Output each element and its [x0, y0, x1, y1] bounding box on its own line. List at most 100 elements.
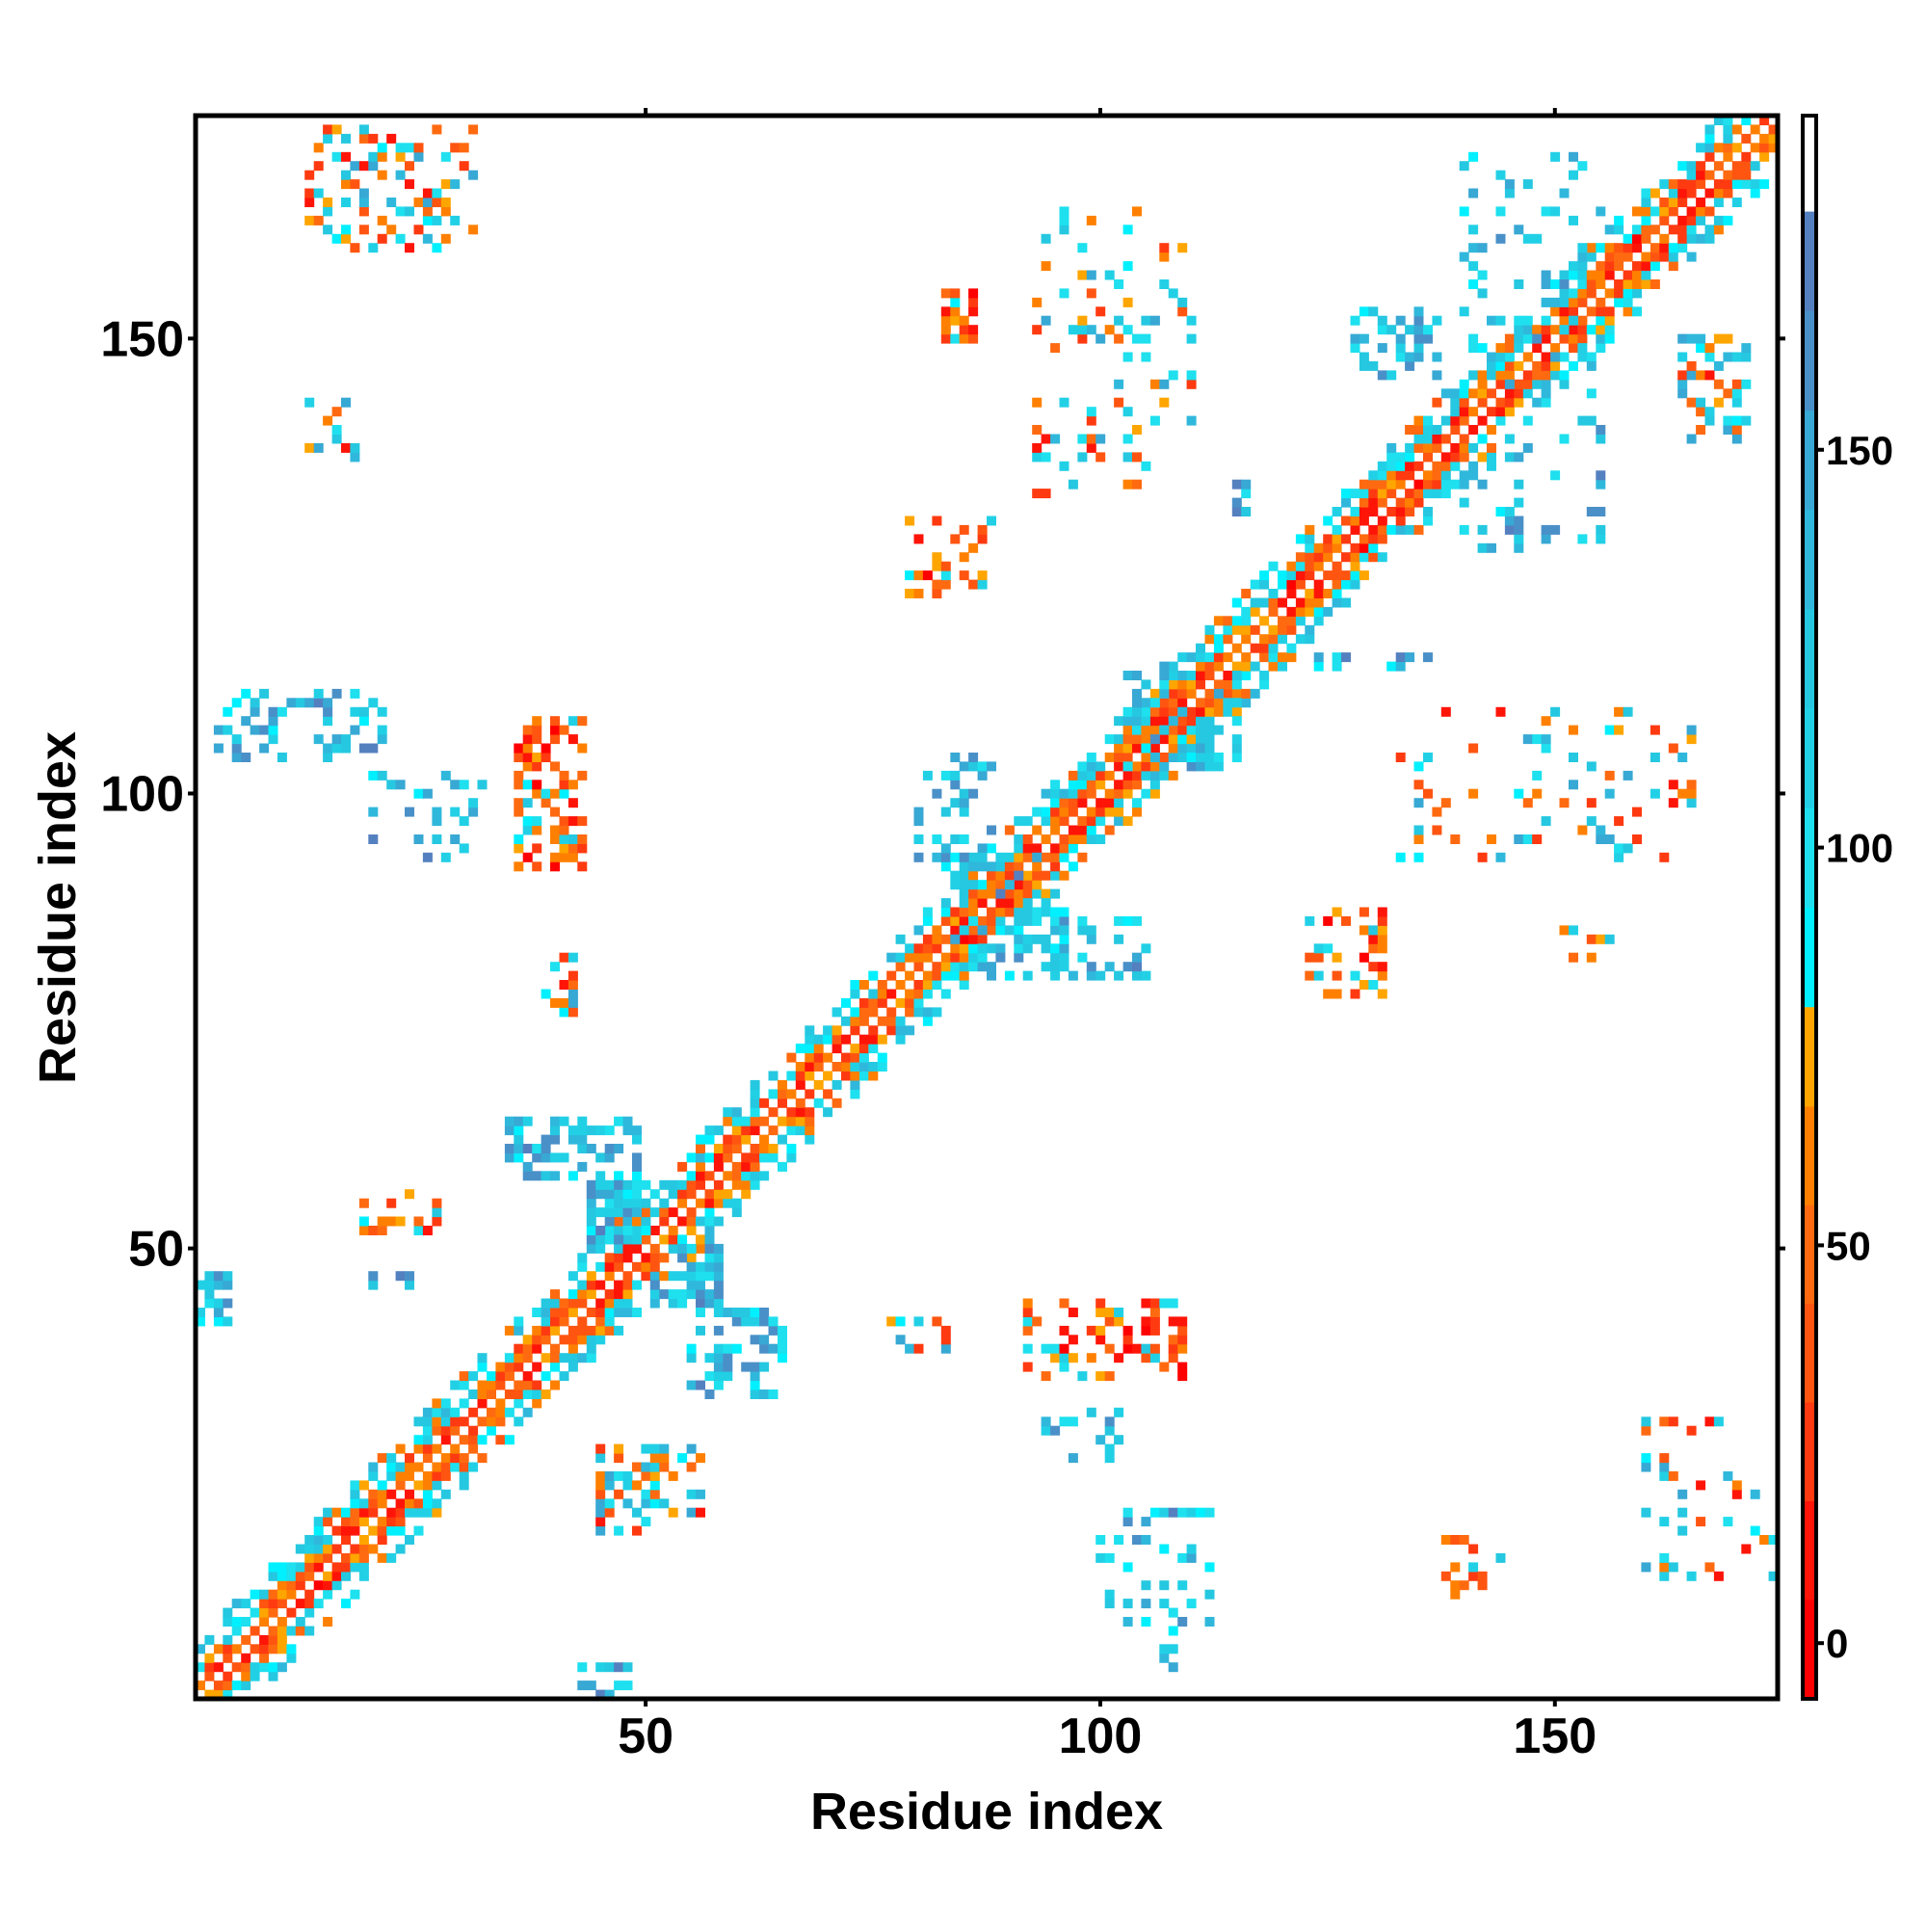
heatmap-cell: [768, 1343, 779, 1354]
heatmap-cell: [1604, 934, 1615, 944]
heatmap-cell: [1577, 243, 1588, 253]
heatmap-cell: [432, 215, 442, 225]
heatmap-cell: [1713, 143, 1724, 153]
heatmap-cell: [1268, 652, 1279, 663]
heatmap-cell: [1368, 489, 1379, 499]
heatmap-cell: [632, 1243, 642, 1254]
heatmap-cell: [895, 980, 906, 990]
heatmap-cell: [1504, 188, 1515, 198]
heatmap-cell: [632, 1161, 642, 1172]
heatmap-cell: [231, 734, 242, 745]
heatmap-cell: [386, 1552, 397, 1563]
heatmap-cell: [405, 243, 414, 253]
heatmap-cell: [541, 1171, 551, 1181]
heatmap-cell: [1122, 479, 1133, 490]
heatmap-cell: [1359, 534, 1369, 544]
heatmap-cell: [395, 1544, 406, 1554]
heatmap-cell: [1623, 297, 1633, 307]
heatmap-cell: [959, 870, 969, 881]
heatmap-cell: [450, 1416, 461, 1427]
heatmap-cell: [968, 907, 979, 917]
heatmap-cell: [1359, 980, 1369, 990]
heatmap-cell: [959, 524, 969, 535]
heatmap-cell: [1686, 360, 1697, 371]
heatmap-cell: [1050, 915, 1061, 926]
heatmap-cell: [1495, 706, 1506, 717]
heatmap-cell: [1741, 133, 1752, 144]
heatmap-cell: [223, 1653, 233, 1663]
heatmap-cell: [1704, 343, 1715, 354]
heatmap-cell: [1059, 1416, 1069, 1427]
heatmap-cell: [550, 1308, 560, 1317]
heatmap-cell: [377, 1216, 387, 1227]
heatmap-cell: [604, 1234, 615, 1245]
heatmap-cell: [1004, 825, 1015, 835]
heatmap-cell: [295, 1544, 305, 1554]
heatmap-cell: [304, 1571, 315, 1581]
heatmap-cell: [304, 1544, 315, 1554]
heatmap-cell: [196, 1316, 205, 1327]
heatmap-cell: [968, 325, 979, 335]
heatmap-cell: [559, 1353, 569, 1363]
heatmap-cell: [331, 734, 342, 745]
heatmap-cell: [1059, 907, 1069, 917]
heatmap-cell: [1731, 379, 1742, 389]
heatmap-cell: [331, 1571, 342, 1581]
heatmap-cell: [704, 1207, 715, 1218]
heatmap-cell: [1614, 225, 1624, 235]
heatmap-cell: [1713, 188, 1724, 198]
heatmap-cell: [1132, 479, 1142, 490]
heatmap-cell: [641, 1517, 651, 1527]
heatmap-cell: [350, 1562, 360, 1573]
heatmap-cell: [1086, 442, 1096, 453]
heatmap-cell: [1586, 352, 1597, 362]
heatmap-cell: [1132, 734, 1142, 745]
heatmap-cell: [659, 1443, 670, 1454]
heatmap-cell: [649, 1480, 660, 1491]
heatmap-cell: [604, 1316, 615, 1327]
heatmap-cell: [1250, 661, 1260, 672]
heatmap-cell: [1368, 934, 1379, 944]
heatmap-cell: [213, 1298, 224, 1309]
heatmap-cell: [704, 1189, 715, 1200]
heatmap-cell: [1204, 753, 1215, 762]
heatmap-cell: [586, 1325, 596, 1336]
heatmap-cell: [1014, 888, 1024, 899]
heatmap-cell: [1149, 706, 1160, 717]
heatmap-cell: [377, 770, 387, 781]
heatmap-cell: [386, 1462, 397, 1472]
heatmap-cell: [1686, 251, 1697, 262]
heatmap-cell: [841, 997, 851, 1008]
heatmap-cell: [977, 943, 988, 954]
heatmap-cell: [514, 770, 524, 781]
heatmap-cell: [713, 1343, 724, 1354]
heatmap-cell: [741, 1362, 752, 1372]
heatmap-cell: [641, 1470, 651, 1481]
heatmap-cell: [1541, 816, 1551, 827]
heatmap-cell: [313, 442, 324, 453]
heatmap-cell: [1095, 1552, 1106, 1563]
heatmap-cell: [1186, 725, 1197, 735]
heatmap-cell: [514, 1380, 524, 1390]
heatmap-cell: [922, 970, 933, 981]
heatmap-cell: [1586, 279, 1597, 289]
heatmap-cell: [514, 1343, 524, 1354]
heatmap-cell: [341, 1599, 351, 1609]
heatmap-cell: [1596, 425, 1606, 435]
heatmap-cell: [304, 170, 315, 180]
heatmap-cell: [1177, 1316, 1188, 1327]
heatmap-cell: [231, 743, 242, 754]
heatmap-cell: [1149, 1353, 1160, 1363]
heatmap-cell: [704, 1198, 715, 1208]
heatmap-cell: [1677, 1507, 1688, 1518]
heatmap-cell: [1569, 270, 1578, 280]
heatmap-cell: [1405, 461, 1415, 471]
heatmap-cell: [1050, 843, 1061, 854]
heatmap-cell: [323, 1507, 333, 1518]
heatmap-cell: [723, 1308, 733, 1317]
heatmap-cell: [723, 1107, 733, 1118]
heatmap-cell: [377, 734, 387, 745]
heatmap-cell: [858, 1007, 869, 1018]
heatmap-cell: [1723, 143, 1733, 153]
